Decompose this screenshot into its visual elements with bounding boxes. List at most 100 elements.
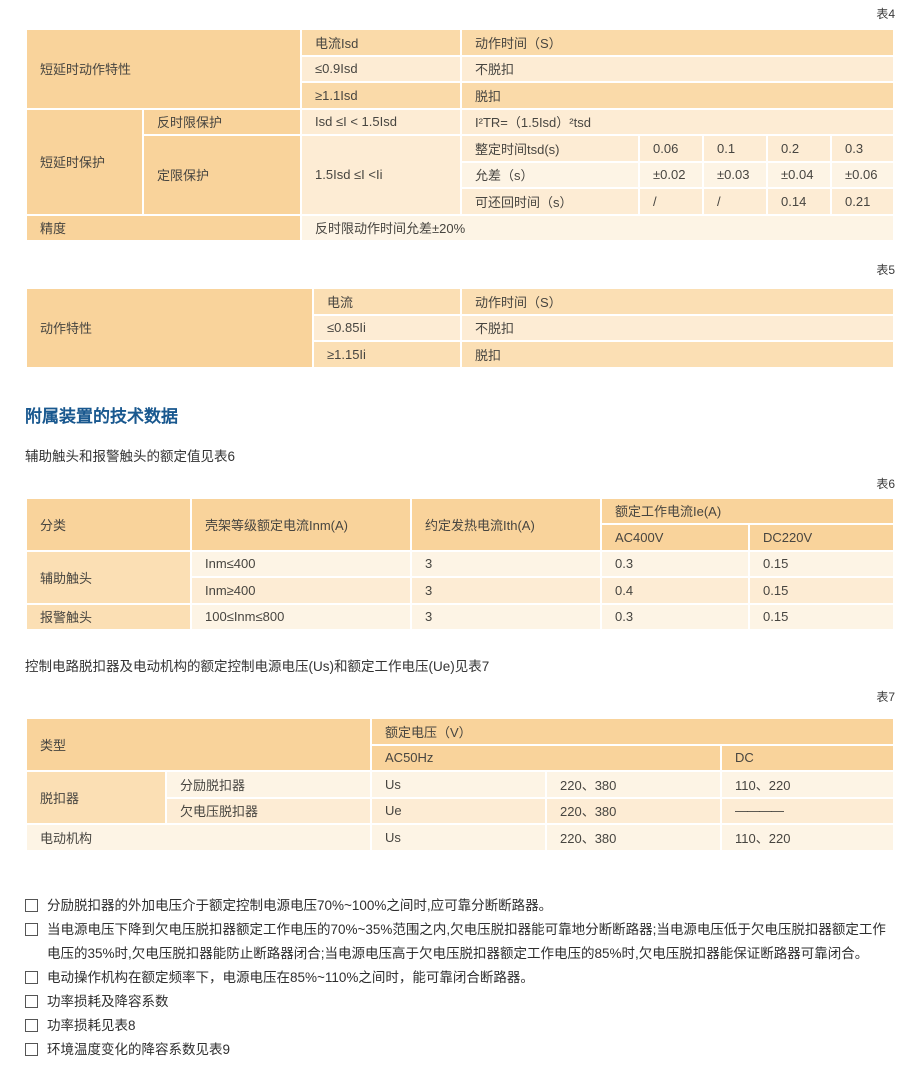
table-7: 类型 额定电压（V） AC50Hz DC 脱扣器 分励脱扣器 Us 220、38… (24, 717, 895, 852)
table-row: 欠电压脱扣器 Ue 220、380 ———— (26, 796, 895, 825)
table4-tag: 表4 (876, 7, 895, 21)
table-row: 电动机构 Us 220、380 110、220 (24, 823, 895, 852)
table-row: ≥1.15Ii 脱扣 (26, 340, 895, 369)
t6-thermal-current-header: 约定发热电流Ith(A) (410, 496, 602, 552)
list-item: 功率损耗见表8 (25, 1014, 895, 1038)
table-row: AC50Hz DC (26, 743, 895, 772)
t5-trip-cell: 脱扣 (460, 340, 895, 369)
t6-category-header: 分类 (25, 496, 192, 552)
square-bullet-icon (25, 898, 38, 912)
t5-action-char-cell: 动作特性 (25, 287, 314, 369)
table-row: 脱扣器 分励脱扣器 Us 220、380 110、220 (25, 770, 895, 825)
t4-setting-time-value: 0.06 (638, 134, 705, 163)
note-text: 分励脱扣器的外加电压介于额定控制电源电压70%~100%之间时,应可靠分断断路器… (47, 897, 553, 913)
t6-range-cell: Inm≤400 (190, 549, 412, 578)
t6-ith-cell: 3 (410, 576, 602, 605)
t6-ac-cell: 0.4 (600, 576, 750, 605)
t7-symbol-cell: Us (370, 770, 548, 799)
t4-setting-time-value: 0.2 (766, 134, 833, 163)
t7-ac-header: AC50Hz (370, 743, 723, 772)
t6-ith-cell: 3 (410, 602, 602, 631)
t4-tolerance-value: ±0.02 (638, 160, 705, 189)
t7-name-cell: 分励脱扣器 (164, 770, 373, 799)
t7-ac-value-cell: 220、380 (545, 823, 723, 852)
square-bullet-icon (25, 922, 38, 936)
square-bullet-icon (25, 994, 38, 1008)
t5-action-time-cell: 动作时间（S） (460, 287, 895, 316)
t4-short-delay-protect-cell: 短延时保护 (25, 107, 144, 216)
t6-frame-current-header: 壳架等级额定电流Inm(A) (190, 496, 412, 552)
t6-range-cell: Inm≥400 (190, 576, 412, 605)
t4-setting-time-label-cell: 整定时间tsd(s) (460, 134, 641, 163)
table-row: ≤0.85Ii 不脱扣 (26, 313, 895, 342)
t7-dc-value-cell: 110、220 (720, 770, 895, 799)
table-row: 可还回时间（s） / / 0.14 0.21 (26, 187, 895, 216)
list-item: 环境温度变化的降容系数见表9 (25, 1038, 895, 1062)
t4-formula-cell: I²TR=（1.5Isd）²tsd (460, 107, 895, 136)
table6-intro-text: 辅助触头和报警触头的额定值见表6 (25, 448, 236, 464)
t5-no-trip-cell: 不脱扣 (460, 313, 895, 342)
list-item: 分励脱扣器的外加电压介于额定控制电源电压70%~100%之间时,应可靠分断断路器… (25, 894, 895, 918)
list-item: 电动操作机构在额定频率下，电源电压在85%~110%之间时，能可靠闭合断路器。 (25, 966, 895, 990)
table7-intro-text: 控制电路脱扣器及电动机构的额定控制电源电压(Us)和额定工作电压(Ue)见表7 (25, 659, 490, 674)
t7-dc-value-cell: ———— (720, 796, 895, 825)
t7-ac-value-cell: 220、380 (545, 796, 723, 825)
t7-type-header: 类型 (24, 717, 373, 772)
t4-current-isd-cell: 电流Isd (300, 28, 463, 57)
table-row: 短延时动作特性 电流Isd 动作时间（S） (24, 28, 895, 110)
table6-tag: 表6 (876, 476, 895, 491)
t4-return-time-value: / (702, 187, 769, 216)
t4-return-time-value: / (638, 187, 705, 216)
t6-dc-cell: 0.15 (748, 602, 895, 631)
t4-tolerance-value: ±0.03 (702, 160, 769, 189)
t7-symbol-cell: Us (370, 823, 548, 852)
t6-ith-cell: 3 (410, 549, 602, 578)
t7-trip-unit-label-cell: 脱扣器 (25, 770, 167, 825)
note-text: 电动操作机构在额定频率下，电源电压在85%~110%之间时，能可靠闭合断路器。 (47, 969, 534, 985)
t7-symbol-cell: Ue (370, 796, 548, 825)
table-row: 辅助触头 Inm≤400 3 0.3 0.15 (25, 549, 895, 605)
note-text: 功率损耗见表8 (47, 1017, 136, 1033)
t4-trip-cell: 脱扣 (460, 81, 895, 110)
t4-short-delay-action-cell: 短延时动作特性 (24, 28, 303, 110)
t4-definite-time-label-cell: 定限保护 (141, 134, 303, 216)
document-page: 表4 短延时动作特性 电流Isd 动作时间（S） ≤0.9Isd 不脱扣 ≥1.… (24, 0, 895, 1062)
table-row: 动作特性 电流 动作时间（S） (25, 287, 895, 369)
table-6: 分类 壳架等级额定电流Inm(A) 约定发热电流Ith(A) 额定工作电流Ie(… (25, 496, 895, 632)
table-row: 定限保护 1.5Isd ≤I <Ii 整定时间tsd(s) 0.06 0.1 0… (26, 134, 895, 216)
t7-name-cell: 欠电压脱扣器 (164, 796, 373, 825)
t4-setting-time-value: 0.3 (830, 134, 895, 163)
t4-ge11-cell: ≥1.1Isd (300, 81, 463, 110)
t4-return-time-value: 0.14 (766, 187, 833, 216)
table-row: 短延时保护 反时限保护 Isd ≤I < 1.5Isd I²TR=（1.5Isd… (25, 107, 895, 216)
note-text: 功率损耗及降容系数 (47, 993, 169, 1009)
t6-ac-cell: 0.3 (600, 602, 750, 631)
list-item: 当电源电压下降到欠电压脱扣器额定工作电压的70%~35%范围之内,欠电压脱扣器能… (25, 918, 895, 966)
t5-current-cell: 电流 (312, 287, 462, 316)
t7-rated-voltage-header: 额定电压（V） (370, 717, 895, 746)
note-text: 当电源电压下降到欠电压脱扣器额定工作电压的70%~35%范围之内,欠电压脱扣器能… (47, 921, 886, 961)
t5-ge115-cell: ≥1.15Ii (312, 340, 462, 369)
t6-dc-cell: 0.15 (748, 576, 895, 605)
t6-dc-cell: 0.15 (748, 549, 895, 578)
table-row: 精度 反时限动作时间允差±20% (24, 213, 895, 242)
t4-accuracy-label-cell: 精度 (24, 213, 303, 242)
t7-dc-header: DC (720, 743, 895, 772)
t4-accuracy-value-cell: 反时限动作时间允差±20% (300, 213, 895, 242)
table-row: 报警触头 100≤Inm≤800 3 0.3 0.15 (25, 602, 895, 631)
square-bullet-icon (25, 970, 38, 984)
t6-working-current-header: 额定工作电流Ie(A) (600, 496, 895, 525)
t4-setting-time-value: 0.1 (702, 134, 769, 163)
table-row: Inm≥400 3 0.4 0.15 (26, 576, 895, 605)
t4-definite-time-range-cell: 1.5Isd ≤I <Ii (300, 134, 463, 216)
section-heading: 附属装置的技术数据 (25, 406, 178, 426)
notes-list: 分励脱扣器的外加电压介于额定控制电源电压70%~100%之间时,应可靠分断断路器… (25, 894, 895, 1062)
t4-no-trip-cell: 不脱扣 (460, 54, 895, 83)
table-row: 分类 壳架等级额定电流Inm(A) 约定发热电流Ith(A) 额定工作电流Ie(… (25, 496, 895, 552)
t5-le085-cell: ≤0.85Ii (312, 313, 462, 342)
table-4: 短延时动作特性 电流Isd 动作时间（S） ≤0.9Isd 不脱扣 ≥1.1Is… (24, 28, 895, 242)
square-bullet-icon (25, 1018, 38, 1032)
t7-motor-label-cell: 电动机构 (24, 823, 373, 852)
list-item: 功率损耗及降容系数 (25, 990, 895, 1014)
table7-tag: 表7 (876, 690, 895, 704)
